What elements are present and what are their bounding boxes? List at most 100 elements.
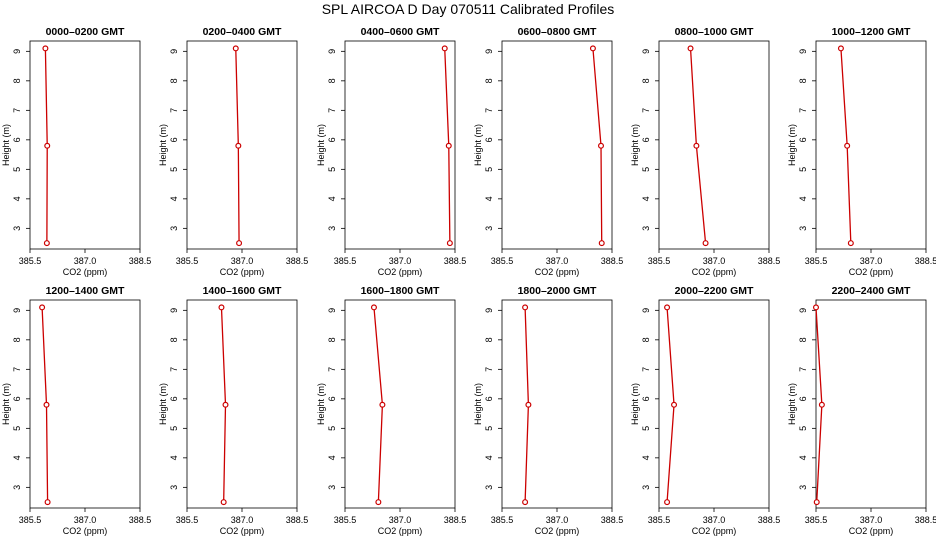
panel: 0800–1000 GMT 385.5 387.0 388.5 CO2 (ppm) 3 4 5… — [630, 26, 780, 277]
y-tick-label: 4 — [641, 455, 651, 460]
data-point — [235, 142, 242, 149]
data-point — [813, 499, 820, 506]
data-point — [236, 240, 243, 247]
y-tick-label: 5 — [798, 426, 808, 431]
y-tick-label: 5 — [327, 167, 337, 172]
data-point — [664, 499, 671, 506]
y-tick-label: 3 — [169, 226, 179, 231]
data-point — [664, 304, 671, 311]
y-tick-label: 9 — [641, 308, 651, 313]
x-tick-label: 387.0 — [74, 515, 97, 525]
y-tick-label: 4 — [327, 455, 337, 460]
y-tick-label: 7 — [798, 108, 808, 113]
data-point — [837, 45, 844, 52]
y-tick-label: 8 — [169, 337, 179, 342]
y-tick-label: 9 — [169, 308, 179, 313]
y-axis-label: Height (m) — [1, 124, 11, 166]
y-tick-label: 9 — [169, 49, 179, 54]
y-tick-label: 9 — [484, 308, 494, 313]
data-point — [370, 304, 377, 311]
y-tick-label: 3 — [798, 485, 808, 490]
x-tick-label: 385.5 — [491, 515, 514, 525]
figure-title: SPL AIRCOA D Day 070511 Calibrated Profi… — [322, 1, 615, 17]
y-tick-label: 9 — [798, 49, 808, 54]
data-point — [693, 142, 700, 149]
y-tick-label: 3 — [169, 485, 179, 490]
x-axis-label: CO2 (ppm) — [535, 526, 580, 536]
x-axis-label: CO2 (ppm) — [220, 267, 265, 277]
data-point — [44, 499, 51, 506]
x-tick-label: 385.5 — [19, 256, 42, 266]
y-tick-label: 3 — [641, 485, 651, 490]
y-tick-label: 9 — [12, 308, 22, 313]
y-tick-label: 7 — [641, 367, 651, 372]
data-point — [844, 142, 851, 149]
y-axis-label: Height (m) — [158, 124, 168, 166]
y-tick-label: 4 — [12, 455, 22, 460]
y-tick-label: 7 — [327, 367, 337, 372]
data-point — [44, 142, 51, 149]
y-tick-label: 7 — [12, 108, 22, 113]
panel-title: 0600–0800 GMT — [518, 26, 597, 38]
y-axis-label: Height (m) — [787, 124, 797, 166]
y-axis-label: Height (m) — [473, 383, 483, 425]
y-tick-label: 4 — [169, 455, 179, 460]
y-tick-label: 4 — [484, 455, 494, 460]
x-axis-label: CO2 (ppm) — [220, 526, 265, 536]
plot-frame — [186, 40, 298, 250]
x-tick-label: 385.5 — [648, 515, 671, 525]
y-tick-label: 8 — [12, 337, 22, 342]
x-tick-label: 385.5 — [176, 256, 199, 266]
panel: 0600–0800 GMT 385.5 387.0 388.5 CO2 (ppm) 3 4 5… — [473, 26, 623, 277]
panel: 2000–2200 GMT 385.5 387.0 388.5 CO2 (ppm) 3 4 5… — [630, 285, 780, 536]
y-tick-label: 7 — [12, 367, 22, 372]
panel: 1000–1200 GMT 385.5 387.0 388.5 CO2 (ppm) 3 4 5… — [787, 26, 936, 277]
data-point — [379, 401, 386, 408]
x-tick-label: 387.0 — [74, 256, 97, 266]
x-tick-label: 387.0 — [703, 515, 726, 525]
y-tick-label: 6 — [798, 137, 808, 142]
x-tick-label: 387.0 — [546, 515, 569, 525]
y-tick-label: 3 — [798, 226, 808, 231]
plot-frame — [658, 40, 770, 250]
x-tick-label: 385.5 — [19, 515, 42, 525]
x-tick-label: 387.0 — [231, 256, 254, 266]
y-tick-label: 6 — [484, 396, 494, 401]
y-tick-label: 8 — [327, 78, 337, 83]
data-point — [702, 240, 709, 247]
panel: 1400–1600 GMT 385.5 387.0 388.5 CO2 (ppm) 3 4 5… — [158, 285, 308, 536]
y-tick-label: 8 — [484, 78, 494, 83]
x-tick-label: 385.5 — [648, 256, 671, 266]
panel: 0200–0400 GMT 385.5 387.0 388.5 CO2 (ppm) 3 4 5… — [158, 26, 308, 277]
y-tick-label: 7 — [798, 367, 808, 372]
y-axis-label: Height (m) — [473, 124, 483, 166]
y-tick-label: 4 — [169, 196, 179, 201]
plot-frame — [344, 40, 456, 250]
y-tick-label: 7 — [641, 108, 651, 113]
y-axis-label: Height (m) — [787, 383, 797, 425]
y-tick-label: 3 — [327, 485, 337, 490]
y-tick-label: 5 — [12, 426, 22, 431]
data-point — [671, 401, 678, 408]
y-tick-label: 3 — [641, 226, 651, 231]
x-tick-label: 387.0 — [860, 256, 883, 266]
y-tick-label: 8 — [484, 337, 494, 342]
panel-title: 1400–1600 GMT — [203, 285, 282, 297]
panel-title: 0200–0400 GMT — [203, 26, 282, 38]
y-tick-label: 4 — [12, 196, 22, 201]
panel: 0000–0200 GMT 385.5 387.0 388.5 CO2 (ppm) 3 4 5… — [1, 26, 151, 277]
x-tick-label: 385.5 — [805, 256, 828, 266]
y-tick-label: 9 — [641, 49, 651, 54]
data-point — [232, 45, 239, 52]
x-tick-label: 388.5 — [444, 256, 467, 266]
data-point — [43, 401, 50, 408]
y-axis-label: Height (m) — [1, 383, 11, 425]
y-tick-label: 3 — [327, 226, 337, 231]
y-tick-label: 5 — [169, 167, 179, 172]
x-axis-label: CO2 (ppm) — [63, 526, 108, 536]
y-tick-label: 9 — [484, 49, 494, 54]
y-tick-label: 9 — [798, 308, 808, 313]
x-axis-label: CO2 (ppm) — [378, 267, 423, 277]
panel-title: 2200–2400 GMT — [832, 285, 911, 297]
